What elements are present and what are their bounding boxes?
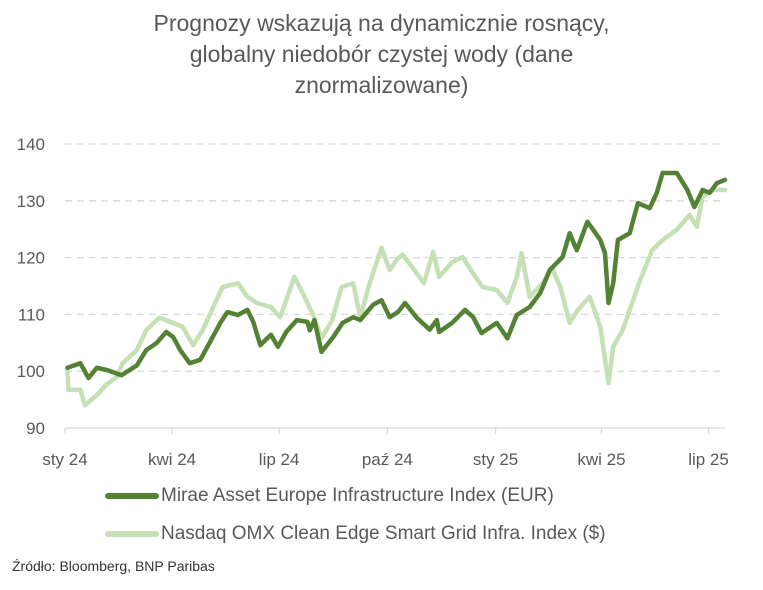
chart-title-line-3: znormalizowane)	[294, 72, 469, 98]
x-tick-label: kwi 25	[577, 450, 625, 469]
legend-item-nasdaq: Nasdaq OMX Clean Edge Smart Grid Infra. …	[105, 523, 606, 545]
legend-item-mirae: Mirae Asset Europe Infrastructure Index …	[105, 485, 554, 507]
legend-swatch-nasdaq	[105, 531, 159, 537]
x-tick-label: lip 24	[259, 450, 300, 469]
x-tick-label: paź 24	[362, 450, 413, 469]
chart-title-line-2: globalny niedobór czystej wody (dane	[189, 41, 574, 67]
x-tick-label: lip 25	[688, 450, 729, 469]
x-tick-label: sty 24	[42, 450, 87, 469]
x-tick-label: sty 25	[473, 450, 518, 469]
x-axis: sty 24 kwi 24 lip 24 paź 24 sty 25 kwi 25 lip …	[42, 427, 729, 469]
legend-swatch-mirae	[105, 493, 159, 499]
y-axis: 90 100 110 120 130 140	[17, 135, 45, 438]
legend-label-nasdaq: Nasdaq OMX Clean Edge Smart Grid Infra. …	[161, 523, 606, 544]
series-lines	[65, 170, 728, 408]
y-tick-label: 90	[26, 419, 45, 438]
y-tick-label: 130	[17, 192, 45, 211]
y-tick-label: 120	[17, 249, 45, 268]
chart-title: Prognozy wskazują na dynamicznie rosnący…	[0, 8, 763, 101]
legend-label-mirae: Mirae Asset Europe Infrastructure Index …	[161, 485, 554, 506]
series-line-nasdaq	[65, 187, 728, 408]
y-tick-label: 100	[17, 362, 45, 381]
source-note: Źródło: Bloomberg, BNP Paribas	[12, 558, 215, 574]
y-tick-label: 110	[18, 305, 45, 324]
x-tick-label: kwi 24	[148, 450, 196, 469]
series-line-mirae	[65, 170, 728, 381]
chart-title-line-1: Prognozy wskazują na dynamicznie rosnący…	[153, 10, 610, 36]
y-tick-label: 140	[17, 135, 45, 154]
